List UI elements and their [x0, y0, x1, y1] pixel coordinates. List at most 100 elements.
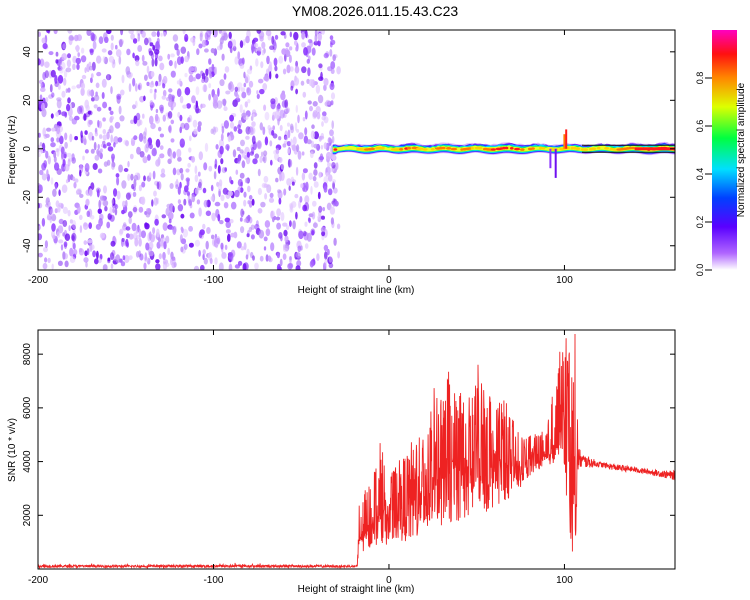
- noise-speck: [195, 73, 201, 80]
- noise-speck: [81, 74, 87, 80]
- noise-speck: [188, 242, 194, 248]
- noise-speck: [289, 256, 292, 264]
- noise-speck: [282, 112, 287, 119]
- noise-speck: [43, 247, 48, 253]
- noise-speck: [239, 40, 244, 48]
- noise-speck: [71, 176, 76, 182]
- noise-speck: [40, 87, 46, 92]
- noise-speck: [197, 171, 201, 177]
- noise-speck: [325, 151, 332, 161]
- noise-speck: [275, 177, 279, 183]
- noise-speck: [62, 251, 66, 260]
- noise-speck: [148, 231, 152, 241]
- noise-speck: [142, 61, 148, 66]
- noise-speck: [214, 201, 221, 207]
- noise-speck: [283, 188, 287, 196]
- noise-speck: [96, 71, 102, 77]
- noise-speck: [239, 104, 243, 114]
- noise-speck: [102, 264, 108, 270]
- noise-speck: [110, 42, 114, 51]
- noise-speck: [193, 128, 198, 135]
- noise-speck: [333, 187, 338, 194]
- noise-speck: [273, 215, 277, 221]
- noise-speck: [141, 30, 146, 38]
- noise-speck: [116, 93, 122, 100]
- noise-speck: [278, 157, 283, 163]
- noise-speck: [41, 37, 46, 44]
- noise-speck: [58, 189, 61, 196]
- noise-speck: [109, 110, 114, 116]
- noise-speck: [75, 57, 82, 65]
- noise-speck: [303, 230, 307, 237]
- noise-speck: [264, 136, 269, 146]
- noise-speck: [290, 125, 294, 134]
- noise-speck: [189, 135, 192, 142]
- noise-speck: [78, 248, 85, 256]
- noise-speck: [93, 104, 98, 109]
- noise-speck: [55, 51, 59, 57]
- spectrogram-xtick-label: -100: [203, 275, 223, 286]
- noise-speck: [75, 189, 79, 196]
- noise-speck: [259, 156, 263, 163]
- noise-speck: [170, 119, 175, 125]
- noise-speck: [325, 172, 329, 177]
- noise-speck: [159, 145, 164, 151]
- noise-speck: [74, 34, 79, 42]
- noise-speck: [46, 127, 52, 132]
- noise-speck: [170, 138, 175, 143]
- noise-speck: [198, 151, 203, 161]
- noise-speck: [276, 222, 281, 230]
- noise-speck: [90, 215, 95, 220]
- noise-speck: [275, 73, 279, 79]
- noise-speck: [86, 30, 92, 36]
- noise-speck: [107, 257, 111, 262]
- noise-speck: [170, 251, 174, 260]
- noise-speck: [275, 147, 280, 155]
- band-hotspot: [530, 147, 535, 150]
- noise-speck: [187, 117, 191, 123]
- band-hotspot: [446, 147, 452, 150]
- noise-speck: [162, 114, 166, 122]
- noise-speck: [158, 253, 162, 260]
- noise-speck: [71, 153, 75, 162]
- noise-speck: [227, 190, 233, 197]
- noise-speck: [269, 61, 272, 70]
- noise-speck: [183, 198, 187, 206]
- noise-speck: [249, 127, 254, 136]
- noise-speck: [189, 200, 192, 206]
- noise-speck: [323, 185, 328, 193]
- noise-speck: [196, 199, 201, 205]
- noise-speck: [143, 136, 147, 144]
- snr-ytick-label: 6000: [22, 396, 33, 419]
- noise-speck: [323, 142, 328, 150]
- noise-speck: [67, 159, 71, 167]
- noise-speck: [279, 109, 285, 119]
- noise-speck: [80, 87, 85, 97]
- noise-speck: [245, 135, 250, 140]
- noise-speck: [158, 55, 163, 62]
- noise-speck: [160, 32, 163, 37]
- noise-speck: [284, 135, 288, 141]
- noise-speck: [220, 158, 224, 165]
- noise-speck: [42, 71, 47, 81]
- noise-speck: [270, 210, 274, 219]
- noise-speck: [55, 148, 59, 153]
- noise-speck: [137, 84, 141, 90]
- noise-speck: [167, 53, 171, 60]
- noise-speck: [133, 115, 138, 124]
- snr-xtick-label: -200: [28, 575, 48, 586]
- noise-speck: [270, 159, 273, 166]
- noise-speck: [306, 232, 312, 242]
- noise-speck: [252, 255, 255, 261]
- noise-speck: [85, 104, 90, 112]
- noise-speck: [56, 137, 60, 143]
- noise-speck: [311, 124, 315, 129]
- noise-speck: [220, 194, 225, 202]
- noise-speck: [163, 241, 167, 250]
- noise-speck: [182, 228, 188, 238]
- noise-speck: [270, 101, 276, 110]
- noise-speck: [282, 143, 287, 148]
- noise-speck: [122, 200, 126, 208]
- noise-speck: [135, 59, 140, 67]
- noise-speck: [254, 153, 260, 159]
